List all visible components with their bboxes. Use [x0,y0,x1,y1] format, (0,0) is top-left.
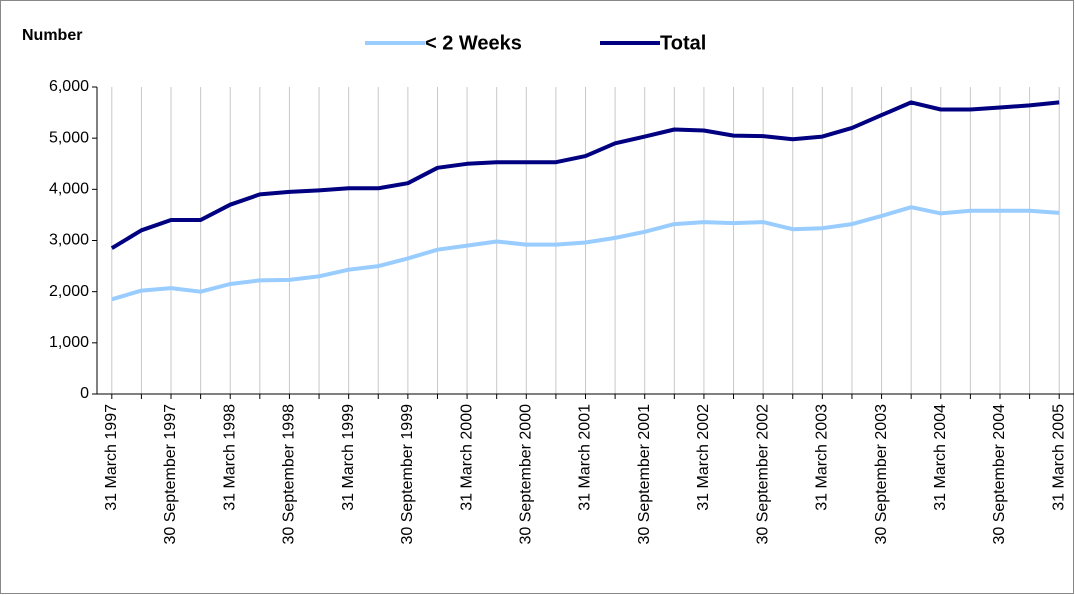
y-tick-label: 6,000 [49,78,89,95]
x-tick-label: 31 March 2005 [1050,404,1067,511]
legend-label: Total [660,32,706,54]
x-tick-label: 31 March 1998 [221,404,238,511]
x-tick-label: 31 March 2004 [932,404,949,511]
x-tick-label: 30 September 2002 [754,404,771,545]
x-tick-label: 30 September 1998 [281,404,298,545]
x-tick-label: 30 September 1999 [399,404,416,545]
x-tick-label: 30 September 2003 [873,404,890,545]
y-tick-label: 0 [80,385,89,402]
y-tick-label: 4,000 [49,181,89,198]
x-tick-label: 31 March 2002 [695,404,712,511]
y-tick-label: 1,000 [49,334,89,351]
series-line [111,205,1060,302]
series-line [110,100,1060,250]
x-tick-label: 31 March 1999 [340,404,357,511]
x-tick-label: 31 March 2000 [458,404,475,511]
legend-label: < 2 Weeks [425,32,522,54]
x-tick-label: 31 March 2003 [814,404,831,511]
x-tick-label: 30 September 1997 [162,404,179,545]
x-tick-label: 31 March 1997 [103,404,120,511]
y-tick-label: 2,000 [49,283,89,300]
y-tick-label: 3,000 [49,232,89,249]
x-tick-label: 30 September 2004 [991,404,1008,545]
y-axis-label: Number [22,27,82,44]
x-tick-label: 31 March 2001 [577,404,594,511]
x-tick-label: 30 September 2000 [518,404,535,545]
y-tick-label: 5,000 [49,129,89,146]
x-tick-label: 30 September 2001 [636,404,653,545]
